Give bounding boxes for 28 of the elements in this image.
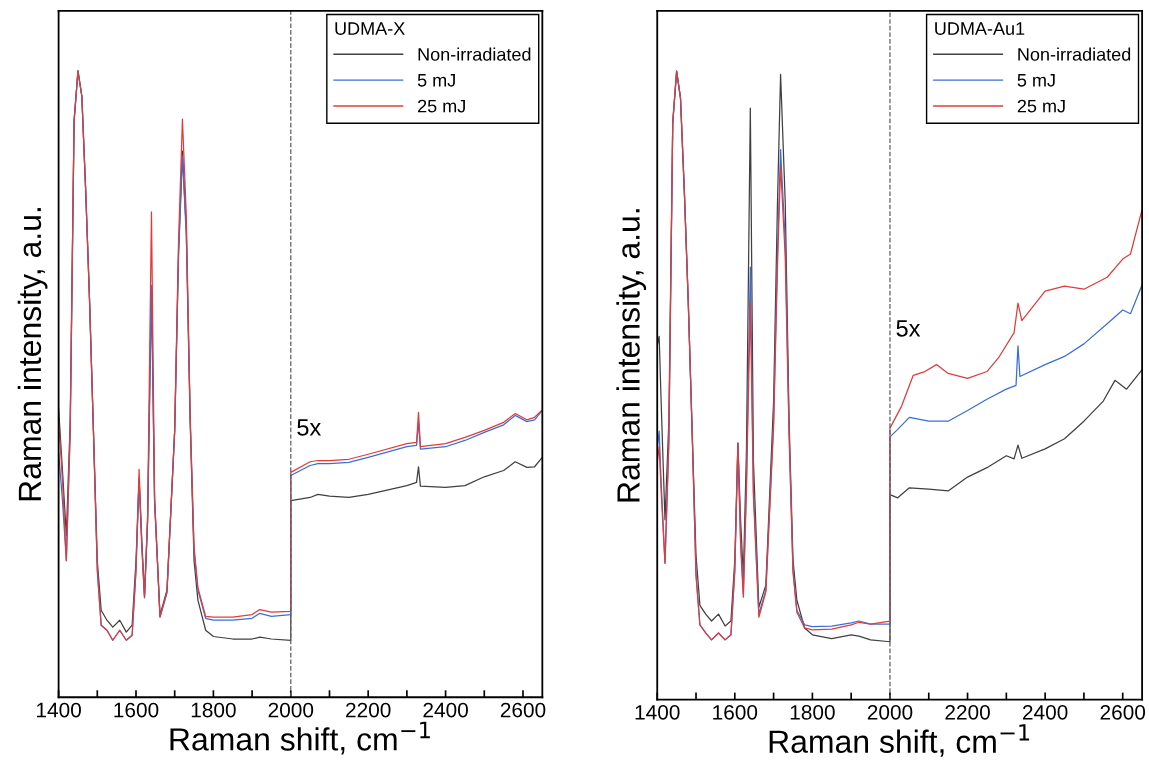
legend-title: UDMA-Au1 [935, 22, 1025, 35]
x-tick-label: 1400 [37, 702, 81, 718]
legend-title: UDMA-X [335, 22, 405, 35]
x-tick-label: 2600 [1100, 704, 1146, 720]
x-tick-label: 1800 [191, 702, 236, 718]
legend-label: 25 mJ [418, 99, 465, 113]
x-tick-label: 2600 [500, 702, 546, 718]
legend-label: 5 mJ [417, 74, 455, 87]
legend-label: Non-irradiated [418, 47, 531, 61]
legend-label: Non-irradiated [1018, 47, 1131, 61]
x-tick-label: 1800 [790, 704, 835, 720]
x-axis-title: Raman shift, cm$^{−1}$ [769, 724, 1030, 757]
x-tick-label: 1600 [713, 704, 758, 720]
x-tick-label: 1400 [635, 704, 680, 720]
x-tick-label: 2400 [1023, 704, 1068, 720]
x-axis-title: Raman shift, cm$^{−1}$ [170, 721, 430, 755]
x-tick-label: 2400 [423, 702, 468, 718]
x-tick-label: 2200 [945, 704, 990, 720]
y-axis-title: Raman intensity, a.u. [616, 209, 647, 502]
x-tick-label: 1600 [114, 702, 159, 718]
annotation: 5x [297, 419, 322, 436]
x-tick-label: 2000 [867, 704, 913, 720]
legend-label: 5 mJ [1017, 74, 1055, 87]
x-tick-label: 2200 [346, 702, 391, 718]
x-tick-label: 2000 [268, 702, 314, 718]
y-axis-title: Raman intensity, a.u. [17, 208, 48, 501]
legend-label: 25 mJ [1017, 99, 1065, 113]
annotation: 5x [896, 320, 921, 337]
